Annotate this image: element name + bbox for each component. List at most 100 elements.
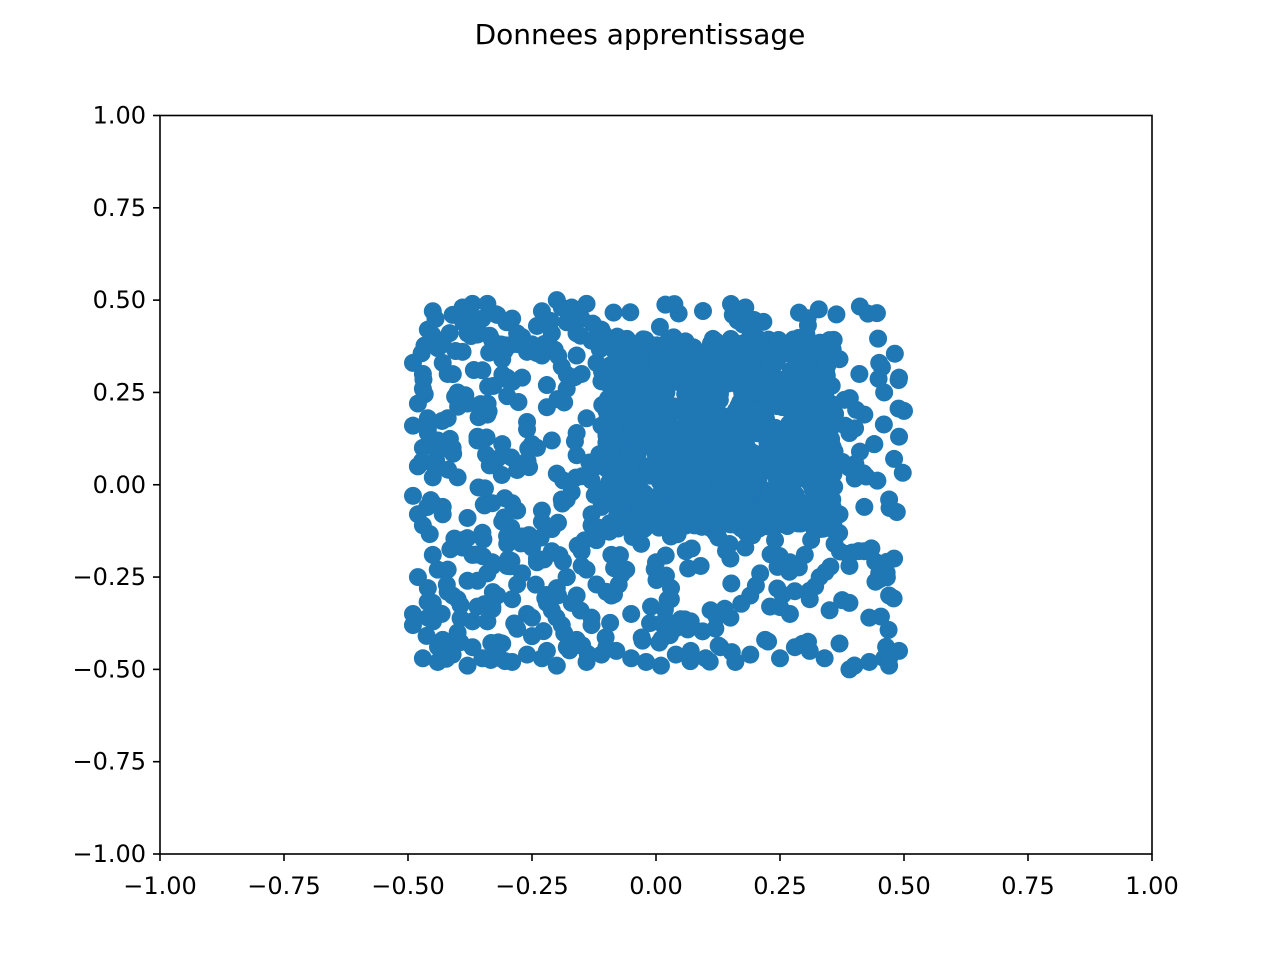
scatter-point xyxy=(789,338,808,357)
scatter-point xyxy=(746,514,765,533)
scatter-point xyxy=(671,342,690,361)
scatter-point xyxy=(626,441,645,460)
scatter-point xyxy=(893,463,912,482)
scatter-point xyxy=(661,501,680,520)
scatter-point xyxy=(607,388,626,407)
scatter-point xyxy=(793,634,812,653)
scatter-point xyxy=(403,604,422,623)
scatter-point xyxy=(462,327,481,346)
scatter-point xyxy=(486,305,505,324)
scatter-point xyxy=(526,575,545,594)
scatter-point xyxy=(418,424,437,443)
scatter-point xyxy=(630,498,649,517)
scatter-point xyxy=(468,571,487,590)
scatter-point xyxy=(803,480,822,499)
scatter-point xyxy=(689,367,708,386)
scatter-point xyxy=(758,499,777,518)
scatter-point xyxy=(884,589,903,608)
scatter-point xyxy=(588,480,607,499)
scatter-point xyxy=(417,626,436,645)
scatter-point xyxy=(572,556,591,575)
scatter-point xyxy=(874,415,893,434)
scatter-point xyxy=(590,340,609,359)
scatter-point xyxy=(650,317,669,336)
scatter-point xyxy=(830,523,849,542)
scatter-point xyxy=(571,601,590,620)
scatter-point xyxy=(412,344,431,363)
y-tick-label: −0.75 xyxy=(72,748,146,776)
scatter-point xyxy=(845,469,864,488)
scatter-point xyxy=(557,568,576,587)
scatter-point xyxy=(537,376,556,395)
scatter-point xyxy=(734,478,753,497)
scatter-point xyxy=(481,650,500,669)
scatter-point xyxy=(722,430,741,449)
scatter-point xyxy=(605,559,624,578)
scatter-point xyxy=(580,453,599,472)
scatter-point xyxy=(637,652,656,671)
scatter-point xyxy=(746,576,765,595)
scatter-point xyxy=(582,616,601,635)
scatter-point xyxy=(830,634,849,653)
scatter-point xyxy=(426,458,445,477)
y-tick-label: −1.00 xyxy=(72,840,146,868)
scatter-point xyxy=(477,428,496,447)
scatter-point xyxy=(710,390,729,409)
scatter-point xyxy=(675,481,694,500)
scatter-point xyxy=(451,609,470,628)
scatter-point xyxy=(612,363,631,382)
scatter-point xyxy=(403,486,422,505)
scatter-point xyxy=(605,461,624,480)
scatter-point xyxy=(843,543,862,562)
scatter-point xyxy=(601,613,620,632)
scatter-point xyxy=(495,489,514,508)
scatter-point xyxy=(668,525,687,544)
scatter-point xyxy=(536,589,555,608)
scatter-point xyxy=(722,295,741,314)
scatter-point xyxy=(771,649,789,668)
scatter-point xyxy=(464,361,483,380)
scatter-point xyxy=(885,344,904,363)
scatter-point xyxy=(548,513,567,532)
scatter-point xyxy=(469,408,488,427)
scatter-point xyxy=(869,329,888,348)
scatter-point xyxy=(568,536,587,555)
scatter-point xyxy=(645,560,664,579)
scatter-point xyxy=(860,652,879,671)
y-tick-label: 0.75 xyxy=(93,194,146,222)
x-tick-label: 0.50 xyxy=(877,872,930,900)
scatter-point xyxy=(458,529,477,548)
y-tick-label: 0.00 xyxy=(93,471,146,499)
scatter-point xyxy=(592,645,611,664)
scatter-point xyxy=(583,314,602,333)
scatter-point xyxy=(607,641,626,660)
x-tick-label: −0.50 xyxy=(371,872,445,900)
scatter-point xyxy=(557,638,576,657)
scatter-point xyxy=(420,525,439,544)
scatter-point xyxy=(437,636,456,655)
scatter-point xyxy=(414,370,433,389)
scatter-point xyxy=(532,649,551,668)
scatter-point xyxy=(693,622,712,641)
scatter-point xyxy=(440,324,459,343)
scatter-point xyxy=(819,353,838,372)
scatter-point xyxy=(535,550,554,569)
scatter-point xyxy=(565,432,584,451)
scatter-point xyxy=(769,330,788,349)
scatter-point xyxy=(800,581,819,600)
y-tick-label: 1.00 xyxy=(93,102,146,130)
scatter-point xyxy=(413,649,432,668)
scatter-point xyxy=(762,451,781,470)
scatter-point xyxy=(819,483,838,502)
scatter-point xyxy=(534,622,553,641)
scatter-point xyxy=(604,303,623,322)
scatter-point xyxy=(547,608,566,627)
scatter-point xyxy=(641,372,660,391)
scatter-point xyxy=(622,604,641,623)
scatter-point xyxy=(879,620,898,639)
scatter-point xyxy=(577,294,596,313)
scatter-point xyxy=(518,451,537,470)
scatter-point xyxy=(555,624,574,643)
scatter-point xyxy=(736,298,755,317)
